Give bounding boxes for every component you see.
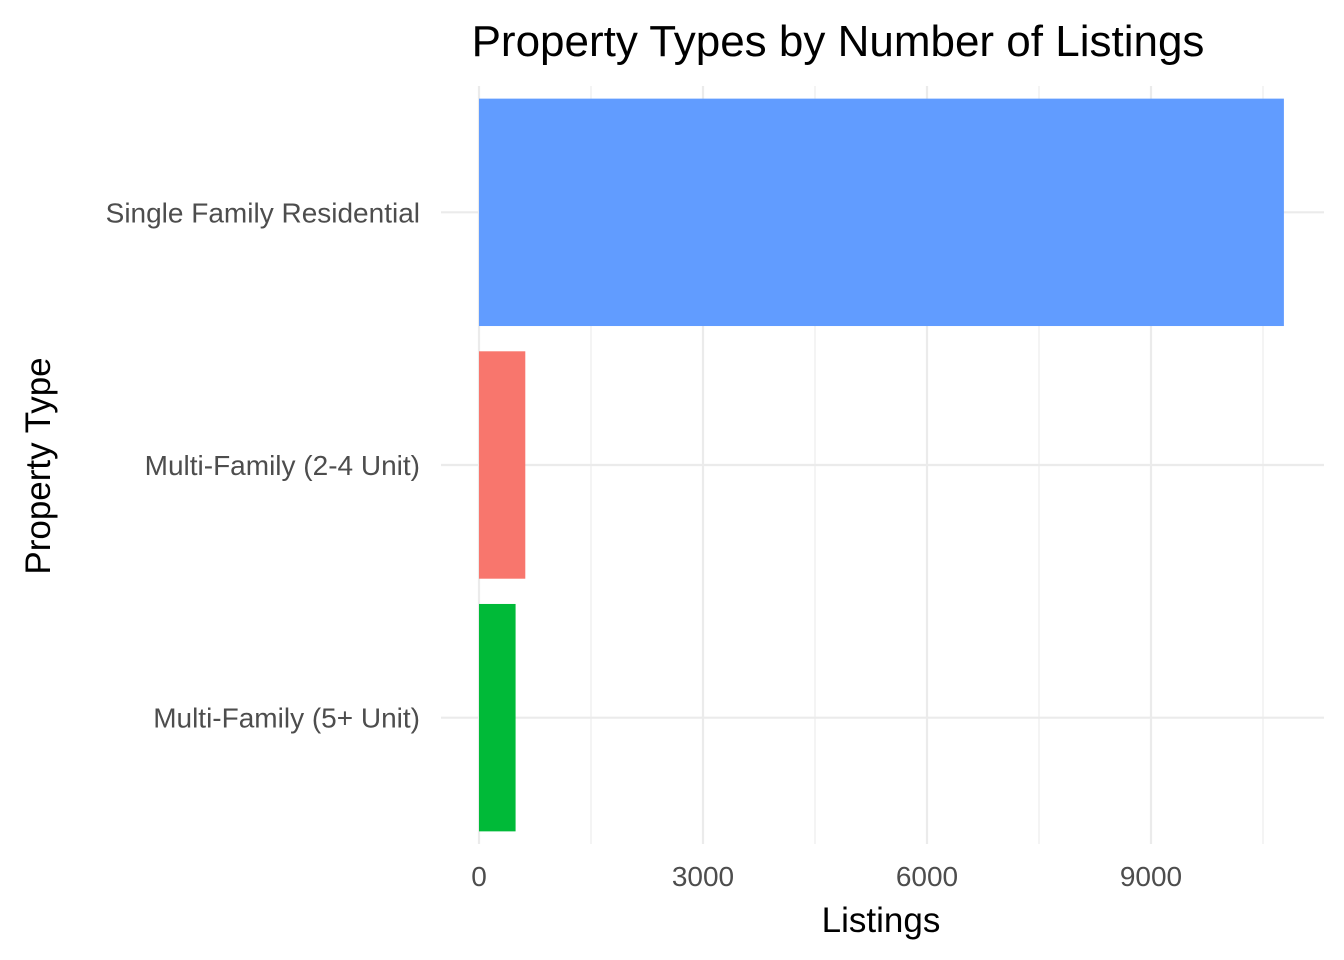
bar: [479, 603, 516, 832]
x-axis-title: Listings: [822, 901, 941, 940]
y-tick-label: Multi-Family (2-4 Unit): [145, 450, 420, 481]
x-tick-label: 9000: [1120, 861, 1182, 892]
y-axis-title: Property Type: [19, 357, 58, 574]
x-tick-label: 3000: [672, 861, 734, 892]
x-axis-ticks: 0 3000 6000 9000: [471, 861, 1182, 892]
chart-title: Property Types by Number of Listings: [472, 17, 1205, 66]
x-tick-label: 6000: [896, 861, 958, 892]
y-tick-label: Multi-Family (5+ Unit): [153, 703, 420, 734]
y-tick-label: Single Family Residential: [106, 197, 420, 228]
bar: [479, 351, 526, 579]
y-axis-ticks: Single Family Residential Multi-Family (2…: [106, 197, 420, 733]
x-tick-label: 0: [471, 861, 487, 892]
bar: [479, 98, 1284, 327]
bars: [479, 98, 1284, 832]
